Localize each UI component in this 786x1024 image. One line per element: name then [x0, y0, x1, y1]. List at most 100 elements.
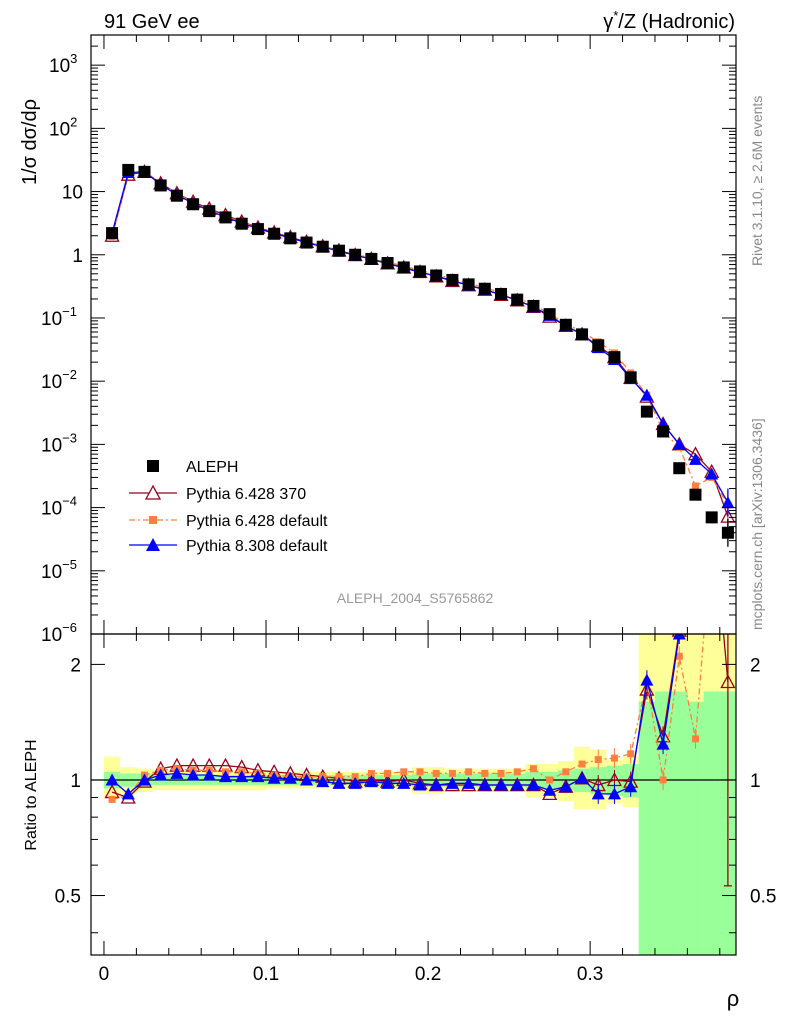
point-aleph-37	[705, 511, 718, 524]
ratio-point-pythia-8-308-default-24	[494, 778, 508, 791]
legend: ALEPH Pythia 6.428 370 Pythia 6.428 defa…	[129, 459, 328, 555]
point-aleph-20	[430, 269, 443, 282]
point-aleph-16	[365, 252, 378, 265]
mcplots-label: mcplots.cern.ch [arXiv:1306.3436]	[749, 418, 765, 630]
point-aleph-26	[527, 299, 540, 312]
ratio-y-tick-label-1: 1	[70, 771, 81, 792]
main-y-tick-label-9: 103	[49, 51, 77, 77]
ratio-point-pythia-8-308-default-21	[445, 776, 459, 789]
point-pythia-6-428-default-36	[691, 482, 699, 490]
ratio-point-pythia-6-428-default-0	[108, 795, 116, 803]
ratio-point-pythia-6-428-default-24	[497, 769, 505, 777]
ratio-point-pythia-6-428-370-36	[689, 526, 702, 538]
ratio-point-pythia-8-308-default-25	[510, 778, 524, 791]
point-aleph-24	[495, 287, 508, 300]
point-aleph-12	[300, 236, 313, 249]
ratio-point-pythia-8-308-default-8	[235, 770, 249, 783]
point-aleph-2	[138, 165, 151, 178]
legend-marker-pythia6-default	[149, 516, 157, 524]
ratio-point-pythia-8-308-default-11	[283, 771, 297, 784]
ratio-point-pythia-6-428-default-19	[416, 768, 424, 776]
point-pythia-8-308-default-38	[721, 496, 735, 509]
point-aleph-3	[154, 179, 167, 192]
analysis-label: ALEPH_2004_S5765862	[337, 590, 494, 606]
point-aleph-22	[462, 278, 475, 291]
ratio-point-pythia-6-428-default-28	[562, 768, 570, 776]
point-aleph-30	[592, 339, 605, 352]
point-aleph-17	[381, 257, 394, 270]
ratio-line-pythia-6-428-default	[111, 634, 705, 801]
main-y-tick-label-1: 10−5	[41, 557, 77, 583]
ratio-point-pythia-8-308-default-31	[607, 787, 621, 800]
legend-marker-pythia8-default	[146, 538, 160, 551]
x-tick-label-0: 0	[99, 964, 110, 985]
ratio-point-pythia-8-308-default-34	[656, 737, 670, 750]
point-aleph-14	[332, 244, 345, 257]
ratio-panel-data	[104, 495, 736, 887]
ratio-point-pythia-8-308-default-20	[429, 778, 443, 791]
main-y-tick-label-7: 10	[62, 183, 83, 204]
legend-label-pythia6-default: Pythia 6.428 default	[186, 513, 328, 530]
ratio-panel-frame	[90, 633, 737, 956]
ratio-point-pythia-8-308-default-32	[624, 780, 638, 793]
ratio-point-pythia-6-428-default-22	[465, 768, 473, 776]
legend-marker-pythia6-370	[144, 484, 162, 500]
ratio-point-pythia-8-308-default-27	[543, 783, 557, 796]
point-aleph-27	[543, 308, 556, 321]
ratio-y-axis-label: Ratio to ALEPH	[23, 739, 40, 850]
ratio-point-pythia-6-428-default-29	[578, 760, 586, 768]
ratio-y-tick-label-0: 0.5	[55, 887, 81, 908]
ratio-point-pythia-6-428-default-18	[400, 768, 408, 776]
point-aleph-28	[559, 318, 572, 331]
ratio-point-pythia-8-308-default-6	[202, 768, 216, 781]
legend-marker-aleph	[147, 460, 159, 472]
header-star: *	[613, 8, 618, 23]
x-axis-label: ρ	[727, 986, 740, 1011]
ratio-point-pythia-8-308-default-29	[575, 771, 589, 784]
ratio-point-pythia-8-308-default-3	[154, 768, 168, 781]
ratio-point-pythia-6-428-default-23	[481, 769, 489, 777]
band-green-37	[703, 691, 720, 955]
ratio-point-pythia-8-308-default-15	[348, 776, 362, 789]
point-aleph-21	[446, 273, 459, 286]
ratio-point-pythia-6-428-default-37	[708, 533, 715, 540]
header-process: /Z (Hadronic)	[618, 11, 735, 33]
ratio-point-pythia-8-308-default-28	[559, 780, 573, 793]
ratio-point-pythia-8-308-default-5	[186, 768, 200, 781]
point-aleph-29	[576, 328, 589, 341]
ratio-point-pythia-8-308-default-26	[526, 778, 540, 791]
point-aleph-7	[219, 211, 232, 224]
ratio-point-pythia-8-308-default-35	[672, 634, 686, 640]
x-tick-label-1: 0.1	[253, 964, 279, 985]
point-aleph-15	[349, 248, 362, 261]
ratio-y-tick-label-right-2: 2	[750, 655, 761, 676]
point-aleph-9	[251, 223, 264, 236]
legend-label-pythia6-370: Pythia 6.428 370	[186, 486, 306, 503]
point-aleph-10	[268, 227, 281, 240]
ratio-point-pythia-8-308-default-36	[689, 560, 702, 572]
point-aleph-33	[640, 405, 653, 418]
rivet-label: Rivet 3.1.10, ≥ 2.6M events	[749, 96, 765, 266]
point-pythia-8-308-default-33	[640, 388, 654, 401]
ratio-point-pythia-6-428-default-32	[627, 750, 635, 758]
ratio-point-pythia-6-428-default-14	[335, 773, 343, 781]
ratio-point-pythia-8-308-default-14	[332, 776, 346, 789]
point-aleph-5	[187, 198, 200, 211]
ratio-point-pythia-6-428-default-34	[659, 776, 667, 784]
ratio-point-pythia-8-308-default-17	[381, 776, 395, 789]
main-y-axis-label: 1/σ dσ/dρ	[19, 99, 41, 185]
ratio-point-pythia-8-308-default-33	[640, 673, 654, 686]
x-tick-label-2: 0.2	[415, 964, 441, 985]
ratio-point-pythia-6-428-default-35	[675, 652, 683, 660]
ratio-point-pythia-6-428-370-37	[705, 495, 718, 507]
point-aleph-8	[235, 217, 248, 230]
band-green-36	[687, 701, 704, 955]
main-y-tick-label-0: 10−6	[41, 620, 77, 646]
point-pythia-8-308-default-37	[705, 467, 719, 480]
ratio-point-pythia-6-428-default-25	[513, 768, 521, 776]
ratio-point-pythia-8-308-default-0	[105, 773, 119, 786]
ratio-point-pythia-6-428-default-38	[724, 611, 731, 618]
point-aleph-32	[624, 371, 637, 384]
ratio-point-pythia-8-308-default-22	[462, 776, 476, 789]
